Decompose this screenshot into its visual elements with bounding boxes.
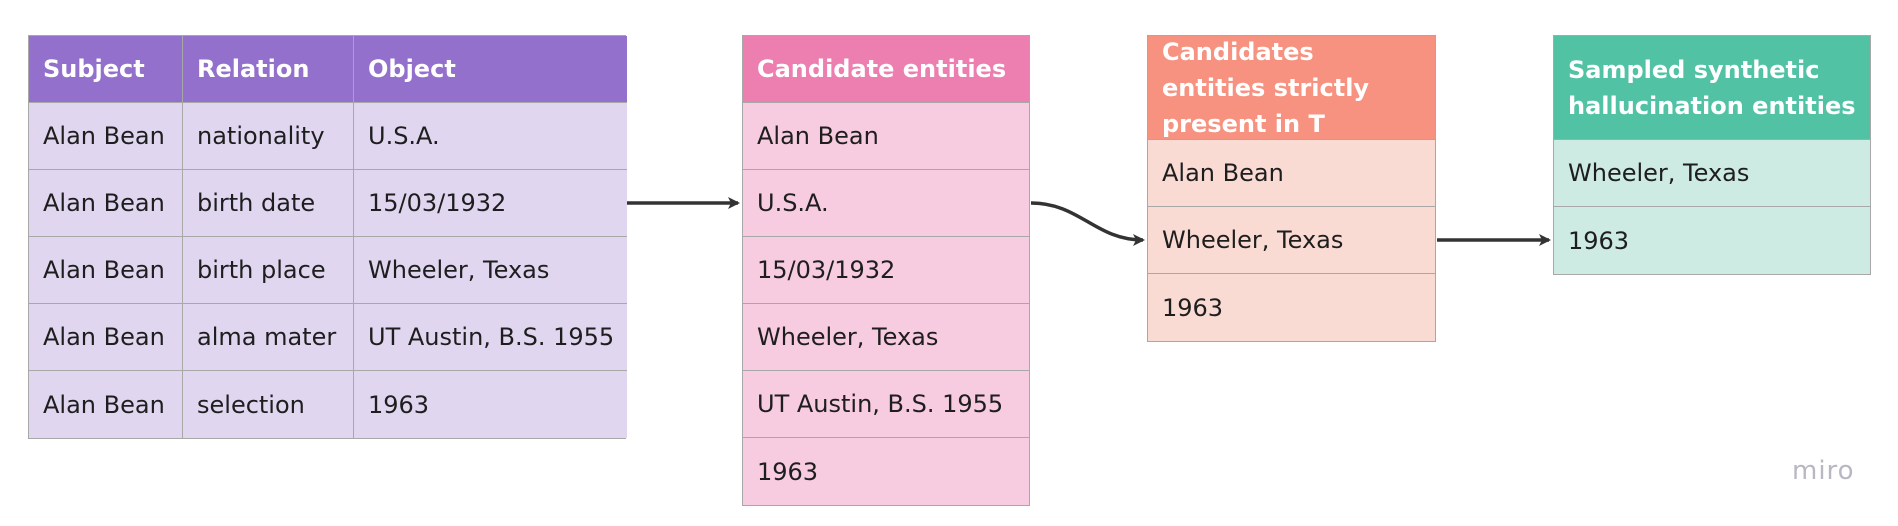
sampled-entity-cell: Wheeler, Texas bbox=[1554, 140, 1870, 207]
triple-subject-cell: Alan Bean bbox=[29, 371, 183, 438]
triple-relation-cell: nationality bbox=[183, 103, 354, 170]
present-entities-table: Candidates entities strictly present in … bbox=[1147, 35, 1436, 342]
header-relation: Relation bbox=[183, 36, 354, 103]
present-entity-cell: Alan Bean bbox=[1148, 140, 1435, 207]
triple-object-cell: Wheeler, Texas bbox=[354, 237, 627, 304]
sampled-entity-cell: 1963 bbox=[1554, 207, 1870, 274]
candidate-entity-cell: Wheeler, Texas bbox=[743, 304, 1029, 371]
triple-relation-cell: birth place bbox=[183, 237, 354, 304]
candidate-entity-cell: U.S.A. bbox=[743, 170, 1029, 237]
triple-subject-cell: Alan Bean bbox=[29, 237, 183, 304]
sampled-entities-table: Sampled synthetic hallucination entities… bbox=[1553, 35, 1871, 275]
present-entity-cell: 1963 bbox=[1148, 274, 1435, 341]
present-entities-header: Candidates entities strictly present in … bbox=[1148, 36, 1435, 140]
triple-object-cell: 15/03/1932 bbox=[354, 170, 627, 237]
triple-subject-cell: Alan Bean bbox=[29, 103, 183, 170]
candidate-entities-header: Candidate entities bbox=[743, 36, 1029, 103]
triples-table: Subject Relation Object Alan Bean nation… bbox=[28, 35, 627, 439]
triple-relation-cell: alma mater bbox=[183, 304, 354, 371]
present-entity-cell: Wheeler, Texas bbox=[1148, 207, 1435, 274]
candidate-entity-cell: Alan Bean bbox=[743, 103, 1029, 170]
triple-object-cell: UT Austin, B.S. 1955 bbox=[354, 304, 627, 371]
header-subject: Subject bbox=[29, 36, 183, 103]
arrow-candidates-to-present bbox=[1030, 201, 1145, 246]
candidate-entity-cell: 1963 bbox=[743, 438, 1029, 505]
triple-object-cell: 1963 bbox=[354, 371, 627, 438]
candidate-entity-cell: 15/03/1932 bbox=[743, 237, 1029, 304]
sampled-entities-header: Sampled synthetic hallucination entities bbox=[1554, 36, 1870, 140]
triple-relation-cell: selection bbox=[183, 371, 354, 438]
candidate-entity-cell: UT Austin, B.S. 1955 bbox=[743, 371, 1029, 438]
triple-relation-cell: birth date bbox=[183, 170, 354, 237]
candidate-entities-table: Candidate entities Alan Bean U.S.A. 15/0… bbox=[742, 35, 1030, 506]
triple-subject-cell: Alan Bean bbox=[29, 170, 183, 237]
triple-subject-cell: Alan Bean bbox=[29, 304, 183, 371]
miro-watermark: miro bbox=[1792, 456, 1855, 486]
triple-object-cell: U.S.A. bbox=[354, 103, 627, 170]
header-object: Object bbox=[354, 36, 627, 103]
